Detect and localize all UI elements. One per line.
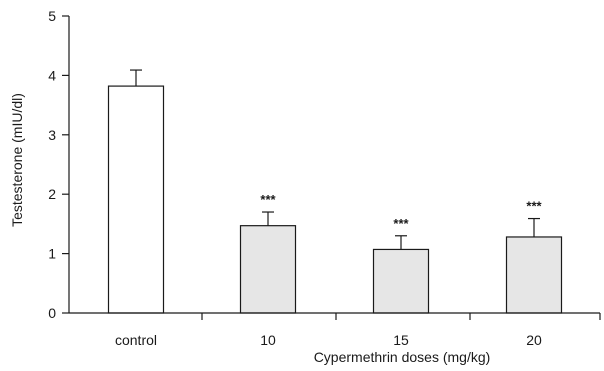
bar-control	[107, 85, 165, 314]
x-tick-label: control	[115, 332, 157, 348]
significance-label: ***	[393, 216, 409, 231]
y-tick-label: 0	[48, 305, 56, 321]
x-axis-ticks: control 10 15 20	[115, 313, 601, 348]
y-tick-label: 3	[48, 127, 56, 143]
bar-20	[505, 236, 563, 314]
bars-group	[107, 85, 563, 314]
x-tick-label: 15	[393, 332, 409, 348]
y-axis-ticks: 0 1 2 3 4 5	[48, 8, 69, 321]
error-bars-group	[130, 69, 540, 250]
x-tick-label: 10	[260, 332, 276, 348]
significance-label: ***	[260, 192, 276, 207]
x-tick-label: 20	[526, 332, 542, 348]
x-axis-title: Cypermethrin doses (mg/kg)	[314, 349, 491, 365]
bar-15	[372, 248, 430, 314]
y-tick-label: 2	[48, 186, 56, 202]
y-tick-label: 5	[48, 8, 56, 24]
bar-10	[239, 225, 297, 314]
y-tick-label: 1	[48, 246, 56, 262]
significance-label: ***	[526, 199, 542, 214]
y-axis-title: Testesterone (mIU/dl)	[9, 93, 25, 227]
significance-labels-group: *** *** ***	[260, 192, 542, 231]
y-tick-label: 4	[48, 67, 56, 83]
